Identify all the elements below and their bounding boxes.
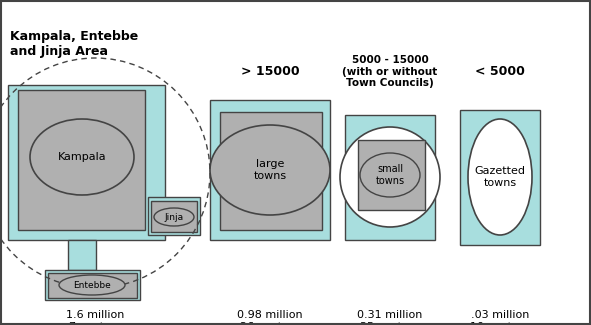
Bar (460, 110, 540, 245)
Ellipse shape (210, 125, 330, 215)
Text: Kampala, Entebbe
and Jinja Area: Kampala, Entebbe and Jinja Area (10, 30, 138, 58)
Bar (18, 90, 145, 230)
Bar (8, 85, 165, 240)
Ellipse shape (154, 208, 194, 226)
Ellipse shape (340, 127, 440, 227)
Text: .03 million
10 centres: .03 million 10 centres (470, 310, 530, 325)
Ellipse shape (30, 119, 134, 195)
Bar (358, 140, 425, 210)
Text: large
towns: large towns (254, 159, 287, 181)
Bar (68, 240, 96, 270)
Ellipse shape (468, 119, 532, 235)
Ellipse shape (59, 275, 125, 295)
Bar (45, 270, 140, 300)
Text: 0.31 million
35 centres: 0.31 million 35 centres (358, 310, 423, 325)
Bar (48, 273, 137, 298)
Text: < 5000: < 5000 (475, 65, 525, 78)
Bar (148, 197, 200, 235)
Text: > 15000: > 15000 (241, 65, 299, 78)
Bar (220, 112, 322, 230)
Bar (345, 115, 435, 240)
Text: 0.98 million
26 centres: 0.98 million 26 centres (237, 310, 303, 325)
Text: small
towns: small towns (375, 164, 405, 186)
Text: Kampala: Kampala (58, 152, 106, 162)
Text: Entebbe: Entebbe (73, 280, 111, 290)
Text: 5000 - 15000
(with or without
Town Councils): 5000 - 15000 (with or without Town Counc… (342, 55, 437, 88)
Bar (151, 201, 197, 232)
Text: Gazetted
towns: Gazetted towns (475, 166, 525, 188)
Bar (210, 100, 330, 240)
Text: Jinja: Jinja (164, 213, 184, 222)
Text: 1.6 million
7 centres: 1.6 million 7 centres (66, 310, 124, 325)
Ellipse shape (360, 153, 420, 197)
